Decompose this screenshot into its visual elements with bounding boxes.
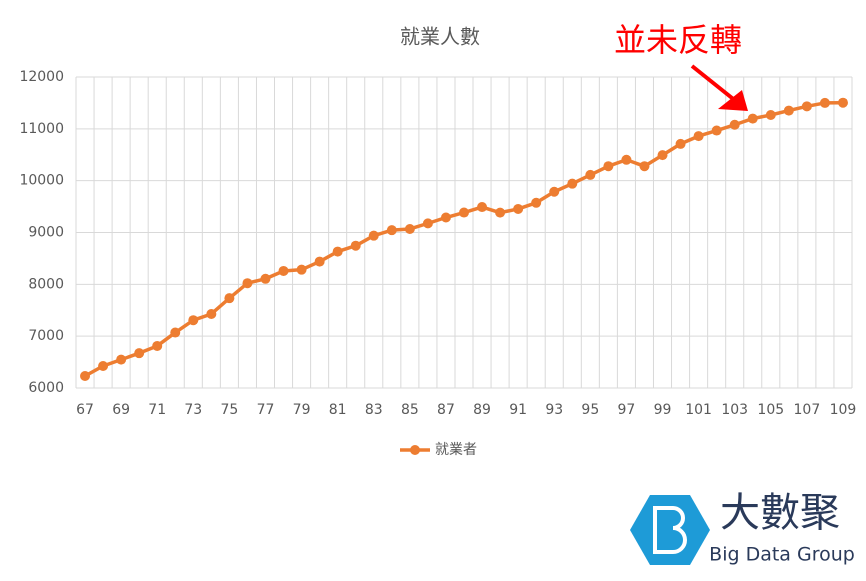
- x-tick-label: 95: [581, 402, 599, 418]
- x-tick-label: 101: [685, 402, 712, 418]
- point: [350, 240, 361, 251]
- grid: [75, 76, 853, 389]
- x-tick-label: 87: [437, 402, 455, 418]
- x-tick-label: 79: [293, 402, 311, 418]
- point: [603, 161, 614, 172]
- point: [242, 278, 253, 289]
- y-tick-label: 10000: [19, 173, 64, 189]
- point: [134, 348, 145, 359]
- chart-title: 就業人數: [400, 25, 480, 49]
- point: [440, 212, 451, 223]
- x-tick-label: 81: [329, 402, 347, 418]
- point: [80, 371, 91, 382]
- point: [224, 293, 235, 304]
- point: [783, 105, 794, 116]
- point: [404, 223, 415, 234]
- point: [513, 203, 524, 214]
- x-tick-label: 83: [365, 402, 383, 418]
- point: [819, 97, 830, 108]
- x-tick-label: 73: [184, 402, 202, 418]
- point: [116, 354, 127, 365]
- y-tick-label: 6000: [28, 380, 64, 396]
- logo-subtitle: Big Data Group: [709, 544, 855, 566]
- point: [621, 154, 632, 165]
- point: [675, 138, 686, 149]
- x-tick-label: 85: [401, 402, 419, 418]
- point: [98, 361, 109, 372]
- point: [531, 197, 542, 208]
- x-tick-label: 97: [618, 402, 636, 418]
- point: [495, 207, 506, 218]
- point: [332, 246, 343, 257]
- point: [152, 340, 163, 351]
- x-tick-label: 99: [654, 402, 672, 418]
- point: [368, 230, 379, 241]
- x-tick-label: 67: [76, 402, 94, 418]
- logo: 大數聚 Big Data Group: [630, 490, 855, 566]
- point: [837, 97, 848, 108]
- legend-label: 就業者: [435, 442, 477, 458]
- point: [314, 256, 325, 267]
- x-tick-label: 89: [473, 402, 491, 418]
- point: [639, 161, 650, 172]
- legend-marker: [410, 445, 420, 455]
- x-tick-label: 107: [794, 402, 821, 418]
- x-tick-label: 77: [257, 402, 275, 418]
- series-line: [84, 100, 843, 378]
- point: [260, 273, 271, 284]
- point: [711, 125, 722, 136]
- point: [296, 264, 307, 275]
- x-tick-label: 91: [509, 402, 527, 418]
- logo-icon: [653, 506, 687, 554]
- point: [801, 101, 812, 112]
- point: [585, 169, 596, 180]
- y-tick-label: 7000: [28, 328, 64, 344]
- logo-name: 大數聚: [720, 490, 840, 536]
- point: [422, 218, 433, 229]
- point: [459, 207, 469, 218]
- point: [477, 202, 488, 213]
- point: [188, 315, 199, 326]
- x-tick-label: 103: [721, 402, 748, 418]
- point: [170, 327, 181, 338]
- x-tick-label: 109: [830, 402, 857, 418]
- y-tick-label: 11000: [19, 121, 64, 137]
- point: [549, 186, 560, 197]
- x-tick-label: 69: [112, 402, 130, 418]
- point: [278, 265, 289, 276]
- x-tick-label: 105: [757, 402, 784, 418]
- annotation-arrowhead: [718, 90, 748, 111]
- x-tick-label: 71: [148, 402, 166, 418]
- annotation: 並未反轉: [614, 21, 742, 59]
- point: [693, 131, 704, 142]
- x-tick-label: 93: [545, 402, 563, 418]
- y-tick-label: 9000: [28, 225, 64, 241]
- logo-hexagon: [630, 495, 710, 565]
- point: [729, 119, 740, 130]
- point: [206, 308, 217, 319]
- point: [567, 178, 578, 189]
- y-tick-label: 12000: [19, 69, 64, 85]
- point: [765, 109, 776, 120]
- point: [386, 225, 397, 236]
- y-tick-label: 8000: [28, 276, 64, 292]
- point: [747, 113, 758, 124]
- point: [657, 150, 668, 161]
- x-tick-label: 75: [220, 402, 238, 418]
